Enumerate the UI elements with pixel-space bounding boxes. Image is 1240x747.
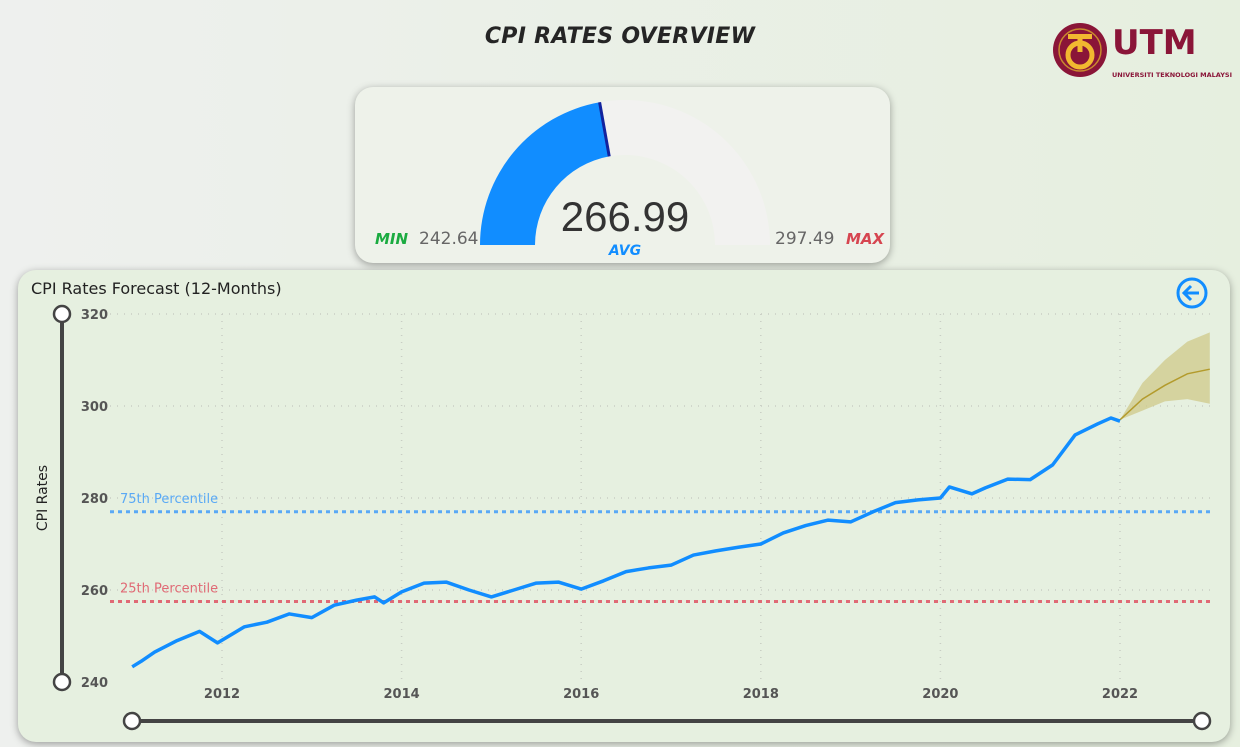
gauge-card: MIN 242.64 297.49 MAX 266.99 AVG [355, 87, 890, 263]
gauge-fill [480, 102, 610, 245]
x-range-slider-handle-left[interactable] [122, 711, 142, 731]
reference-line-label: 75th Percentile [120, 492, 218, 507]
x-tick-label: 2020 [922, 687, 958, 702]
svg-text:UNIVERSITI TEKNOLOGI MALAYSIA: UNIVERSITI TEKNOLOGI MALAYSIA [1112, 71, 1232, 79]
x-tick-label: 2022 [1102, 687, 1138, 702]
page-title: CPI RATES OVERVIEW [484, 24, 756, 49]
y-tick-label: 240 [81, 676, 108, 691]
x-tick-label: 2018 [743, 687, 779, 702]
chart-title: CPI Rates Forecast (12-Months) [31, 279, 282, 298]
y-axis-label: CPI Rates [35, 465, 51, 531]
x-tick-label: 2012 [204, 687, 240, 702]
gauge-needle [598, 101, 611, 157]
gauge-min-value: 242.64 [419, 229, 479, 249]
gauge-max-value: 297.49 [775, 229, 835, 249]
y-tick-label: 300 [81, 400, 108, 415]
forecast-line [1119, 368, 1210, 421]
svg-text:UTM: UTM [1112, 23, 1197, 63]
x-tick-label: 2014 [384, 687, 420, 702]
y-tick-label: 280 [81, 492, 108, 507]
y-range-slider-handle-bottom[interactable] [52, 672, 72, 692]
gauge-min-label: MIN [375, 230, 409, 248]
forecast-confidence-band [1120, 332, 1210, 420]
chart-card: CPI Rates Forecast (12-Months) [18, 270, 1230, 742]
x-range-slider-handle-right[interactable] [1192, 711, 1212, 731]
cpi-gauge [480, 100, 770, 245]
y-range-slider-handle-top[interactable] [52, 304, 72, 324]
y-tick-label: 320 [81, 308, 108, 323]
x-tick-label: 2016 [563, 687, 599, 702]
reference-line-label: 25th Percentile [120, 582, 218, 597]
gauge-value-label: AVG [608, 243, 642, 259]
arrow-left-circle-icon[interactable] [1175, 276, 1209, 310]
gauge-max-label: MAX [846, 230, 885, 248]
y-tick-label: 260 [81, 584, 108, 599]
utm-logo: UTM UNIVERSITI TEKNOLOGI MALAYSIA [1053, 23, 1232, 79]
cpi-series-line [131, 416, 1121, 669]
gauge-value: 266.99 [560, 193, 690, 240]
